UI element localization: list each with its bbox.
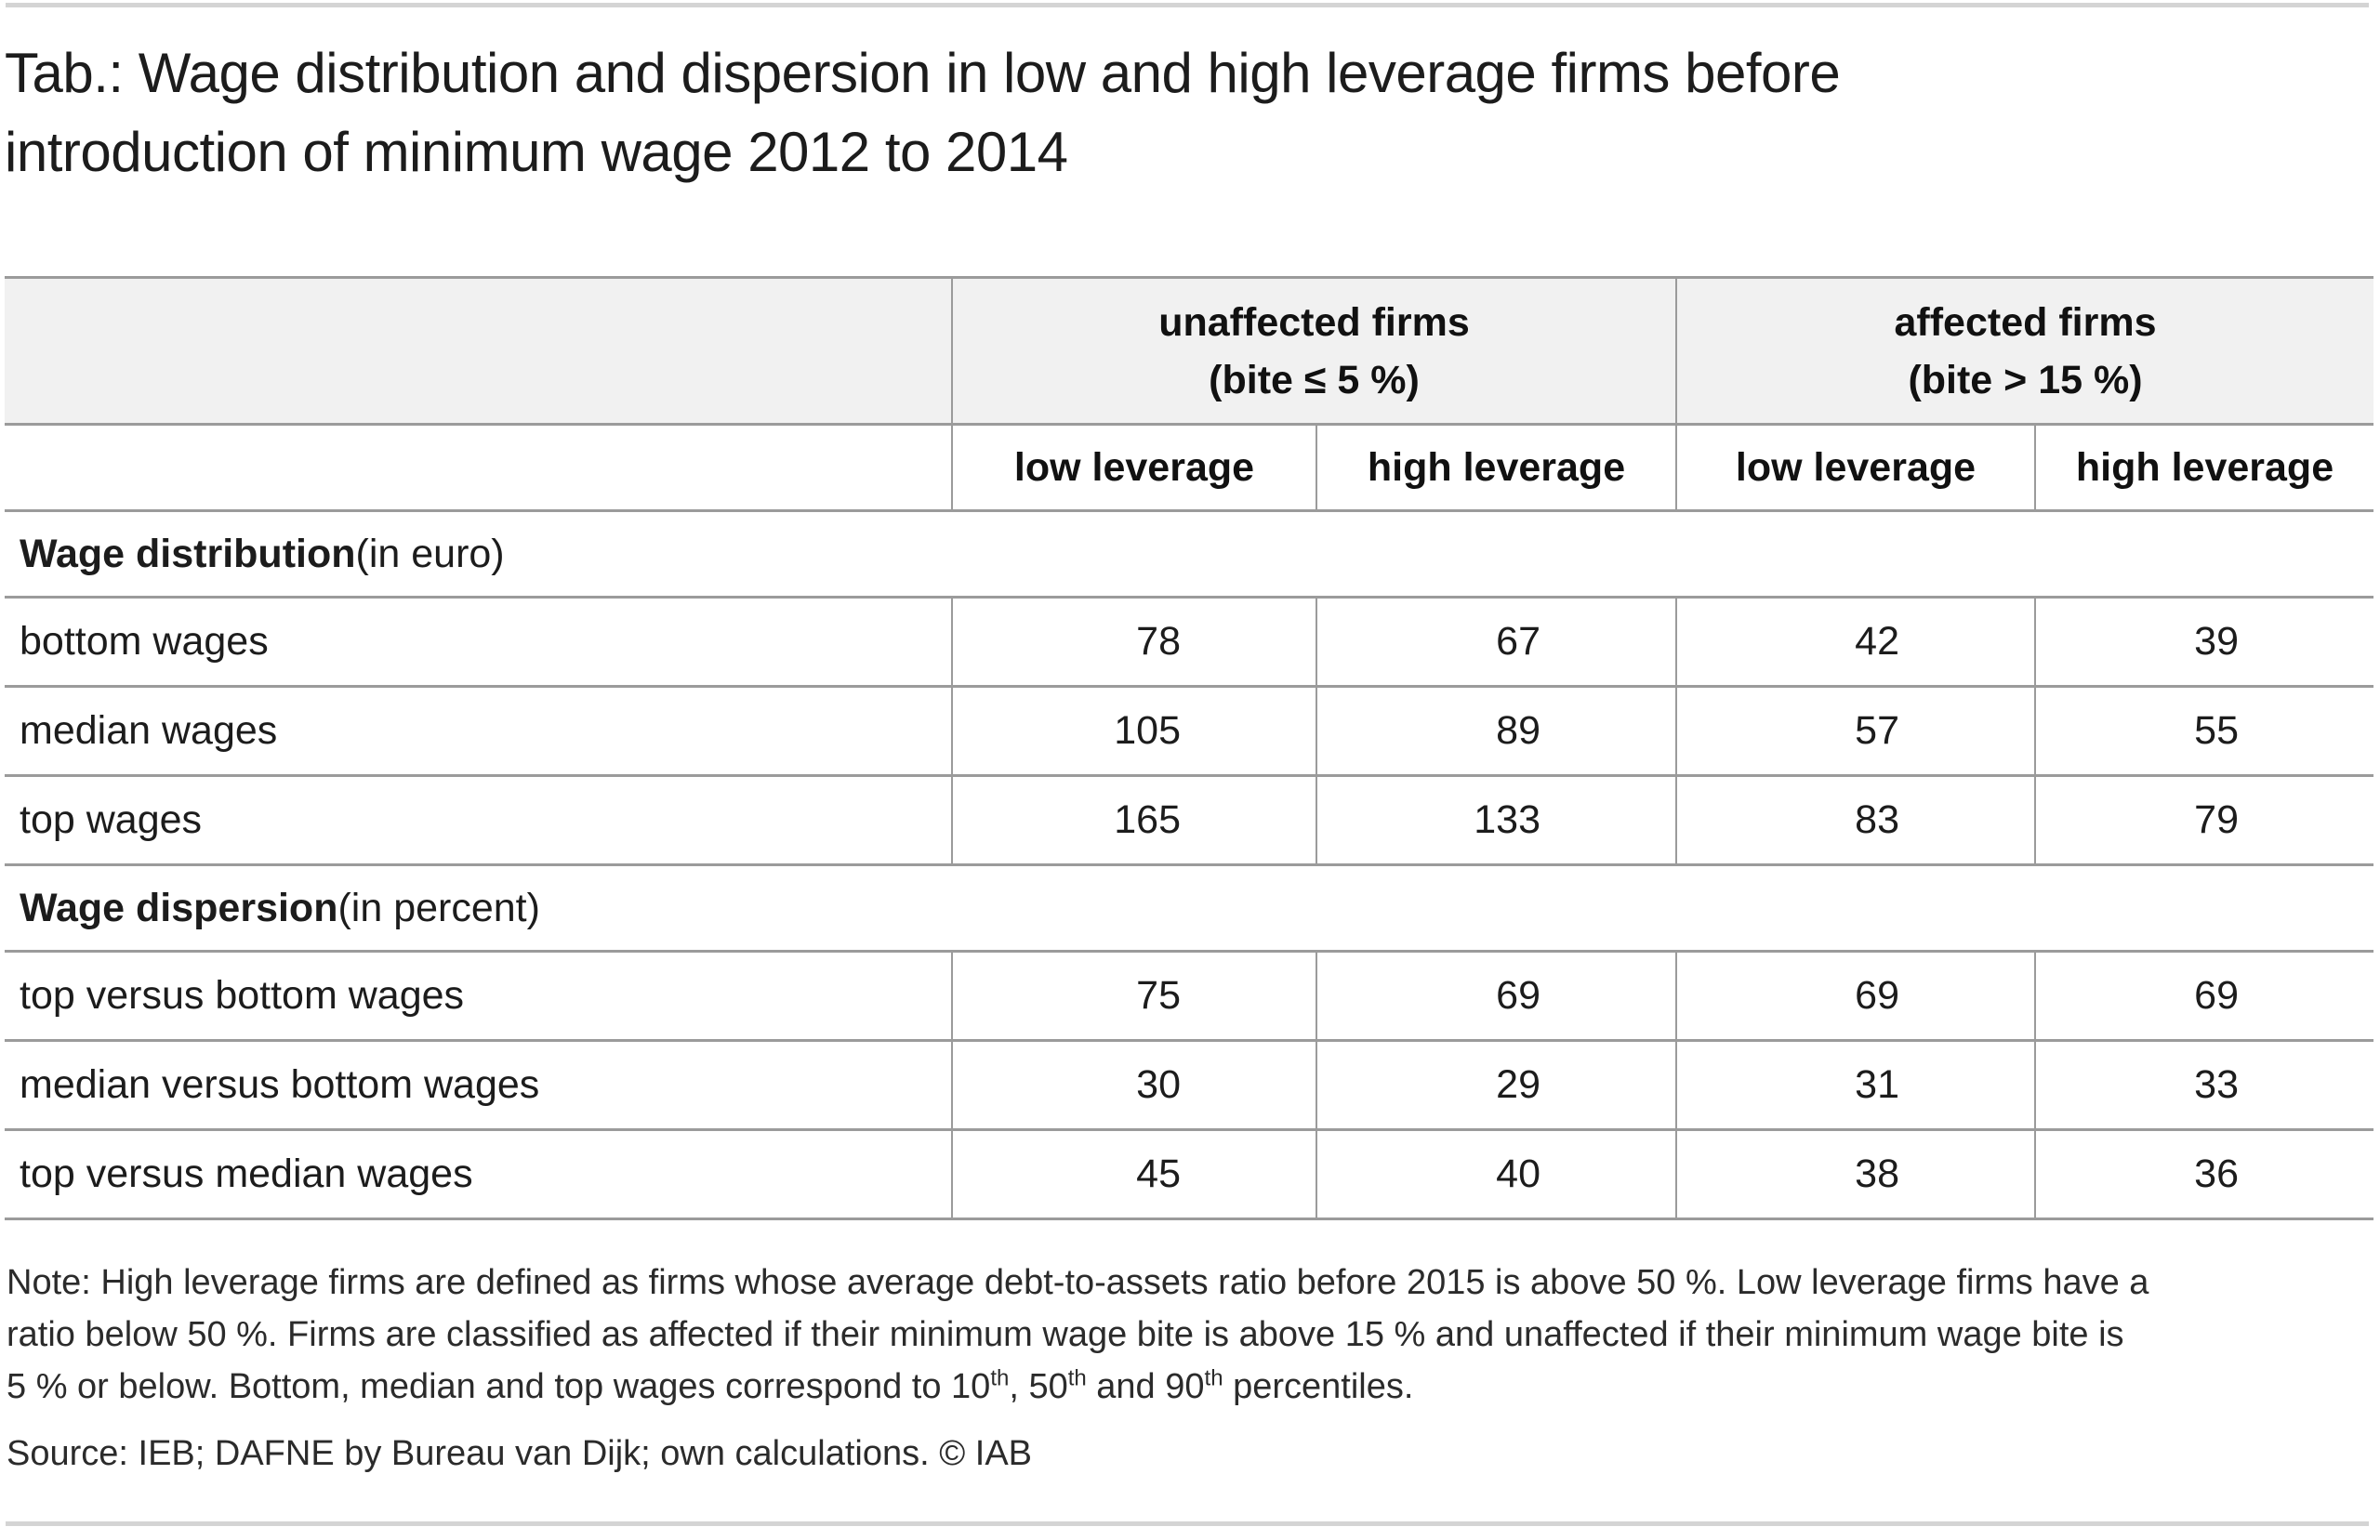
row-label: top versus median wages <box>20 1152 473 1196</box>
group-header-row: unaffected firms (bite ≤ 5 %) affected f… <box>5 279 2373 426</box>
top-divider <box>6 3 2369 7</box>
note-line1: Note: High leverage firms are defined as… <box>7 1263 2149 1302</box>
table-row-top-wages: top wages 165 133 83 79 <box>5 777 2373 866</box>
group-header-affected-line1: affected firms <box>1894 299 2157 345</box>
column-header-affected-low: low leverage <box>1675 426 2034 509</box>
cell-value: 36 <box>2034 1131 2373 1218</box>
cell-value: 55 <box>2034 688 2373 774</box>
group-header-affected: affected firms (bite > 15 %) <box>1675 279 2373 423</box>
cell-value: 83 <box>1675 777 2034 863</box>
section-header-wage-dispersion: Wage dispersion (in percent) <box>5 866 2373 953</box>
superscript-th: th <box>1067 1365 1087 1391</box>
row-label: bottom wages <box>20 619 269 664</box>
table-title-line2: introduction of minimum wage 2012 to 201… <box>5 121 1068 183</box>
cell-value: 38 <box>1675 1131 2034 1218</box>
superscript-th: th <box>990 1365 1010 1391</box>
table-row-median-vs-bottom: median versus bottom wages 30 29 31 33 <box>5 1042 2373 1131</box>
cell-value: 69 <box>2034 953 2373 1039</box>
column-header-affected-high: high leverage <box>2034 426 2373 509</box>
cell-value: 165 <box>951 777 1316 863</box>
cell-value: 75 <box>951 953 1316 1039</box>
group-header-unaffected-line1: unaffected firms <box>1158 299 1470 345</box>
cell-value: 133 <box>1316 777 1675 863</box>
table-row-top-vs-bottom: top versus bottom wages 75 69 69 69 <box>5 953 2373 1042</box>
cell-value: 29 <box>1316 1042 1675 1128</box>
cell-value: 67 <box>1316 599 1675 685</box>
cell-value: 31 <box>1675 1042 2034 1128</box>
group-header-affected-line2: (bite > 15 %) <box>1908 357 2143 402</box>
cell-value: 57 <box>1675 688 2034 774</box>
cell-value: 78 <box>951 599 1316 685</box>
row-label: top versus bottom wages <box>20 973 465 1018</box>
note-line3: 5 % or below. Bottom, median and top wag… <box>7 1365 1414 1406</box>
table-title-line1: Tab.: Wage distribution and dispersion i… <box>5 42 1841 104</box>
section-title-unit: (in euro) <box>355 531 505 576</box>
source-line: Source: IEB; DAFNE by Bureau van Dijk; o… <box>7 1434 1033 1473</box>
bottom-divider <box>6 1521 2369 1526</box>
table-note: Note: High leverage firms are defined as… <box>7 1257 2373 1480</box>
column-header-unaffected-high: high leverage <box>1316 426 1675 509</box>
column-header-unaffected-low: low leverage <box>951 426 1316 509</box>
table-row-top-vs-median: top versus median wages 45 40 38 36 <box>5 1131 2373 1220</box>
cell-value: 89 <box>1316 688 1675 774</box>
section-title-bold: Wage dispersion <box>20 885 338 930</box>
cell-value: 45 <box>951 1131 1316 1218</box>
group-header-unaffected-line2: (bite ≤ 5 %) <box>1209 357 1420 402</box>
table-row-median-wages: median wages 105 89 57 55 <box>5 688 2373 777</box>
cell-value: 69 <box>1316 953 1675 1039</box>
section-title-unit: (in percent) <box>337 885 540 930</box>
wage-table: unaffected firms (bite ≤ 5 %) affected f… <box>5 276 2373 1220</box>
row-label: top wages <box>20 797 203 842</box>
cell-value: 42 <box>1675 599 2034 685</box>
cell-value: 69 <box>1675 953 2034 1039</box>
row-label: median versus bottom wages <box>20 1062 540 1107</box>
table-row-bottom-wages: bottom wages 78 67 42 39 <box>5 599 2373 688</box>
cell-value: 40 <box>1316 1131 1675 1218</box>
row-label: median wages <box>20 708 278 753</box>
cell-value: 30 <box>951 1042 1316 1128</box>
group-header-unaffected: unaffected firms (bite ≤ 5 %) <box>951 279 1675 423</box>
column-header-row: low leverage high leverage low leverage … <box>5 426 2373 512</box>
note-line2: ratio below 50 %. Firms are classified a… <box>7 1315 2124 1354</box>
section-header-wage-distribution: Wage distribution (in euro) <box>5 512 2373 599</box>
cell-value: 79 <box>2034 777 2373 863</box>
group-header-empty-cell <box>5 279 951 423</box>
cell-value: 33 <box>2034 1042 2373 1128</box>
superscript-th: th <box>1204 1365 1223 1391</box>
table-title: Tab.: Wage distribution and dispersion i… <box>5 33 2366 191</box>
column-header-empty-cell <box>5 426 951 509</box>
cell-value: 39 <box>2034 599 2373 685</box>
section-title-bold: Wage distribution <box>20 531 356 576</box>
cell-value: 105 <box>951 688 1316 774</box>
